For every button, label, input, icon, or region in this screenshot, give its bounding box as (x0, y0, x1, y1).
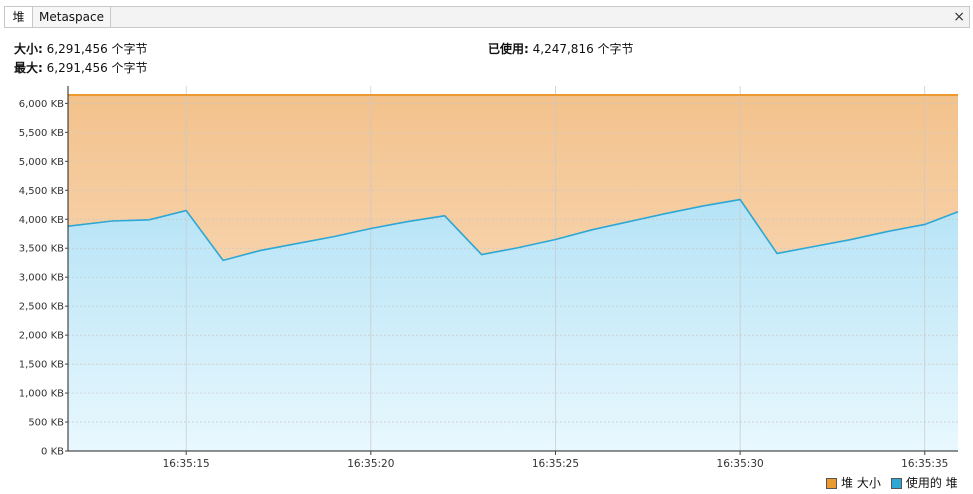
used-label: 已使用: (488, 42, 529, 56)
y-tick-label: 2,500 KB (19, 302, 64, 313)
heap-chart: 0 KB 500 KB 1,000 KB 1,500 KB 2,000 KB 2,500 … (19, 86, 959, 470)
y-tick-label: 3,000 KB (19, 273, 64, 284)
size-label: 大小: (14, 42, 43, 56)
y-tick-label: 5,500 KB (19, 128, 64, 139)
legend-used-label: 使用的 堆 (905, 476, 958, 490)
legend-used-swatch (890, 477, 902, 489)
tab-metaspace[interactable]: Metaspace (33, 7, 111, 27)
y-tick-label: 5,000 KB (19, 157, 64, 168)
y-tick-label: 2,000 KB (19, 331, 64, 342)
y-tick-label: 1,500 KB (19, 360, 64, 371)
y-tick-label: 6,000 KB (19, 99, 64, 110)
x-tick-label: 16:35:30 (717, 458, 764, 470)
legend-size-label: 堆 大小 (841, 476, 881, 490)
close-icon[interactable]: × (953, 9, 965, 25)
size-value: 6,291,456 个字节 (46, 42, 148, 56)
y-tick-label: 500 KB (28, 418, 64, 429)
legend: 堆 大小 使用的 堆 (826, 475, 958, 491)
tab-bar: 堆 Metaspace × (4, 6, 970, 28)
max-stat: 最大: 6,291,456 个字节 (14, 59, 148, 76)
y-tick-label: 3,500 KB (19, 244, 64, 255)
x-tick-label: 16:35:15 (163, 458, 210, 470)
size-stat: 大小: 6,291,456 个字节 (14, 40, 148, 57)
y-tick-label: 1,000 KB (19, 389, 64, 400)
legend-size-swatch (826, 477, 837, 489)
y-tick-label: 4,000 KB (19, 215, 64, 226)
max-label: 最大: (14, 61, 43, 75)
x-tick-label: 16:35:35 (901, 458, 948, 470)
used-stat: 已使用: 4,247,816 个字节 (488, 40, 634, 57)
used-heap-line (67, 198, 959, 262)
y-tick-label: 4,500 KB (19, 186, 64, 197)
max-value: 6,291,456 个字节 (46, 61, 148, 75)
tab-heap[interactable]: 堆 (5, 7, 33, 27)
x-tick-label: 16:35:25 (532, 458, 579, 470)
y-tick-label: 0 KB (41, 447, 64, 458)
x-tick-label: 16:35:20 (347, 458, 394, 470)
used-value: 4,247,816 个字节 (532, 42, 634, 56)
used-heap-area (68, 199, 958, 451)
